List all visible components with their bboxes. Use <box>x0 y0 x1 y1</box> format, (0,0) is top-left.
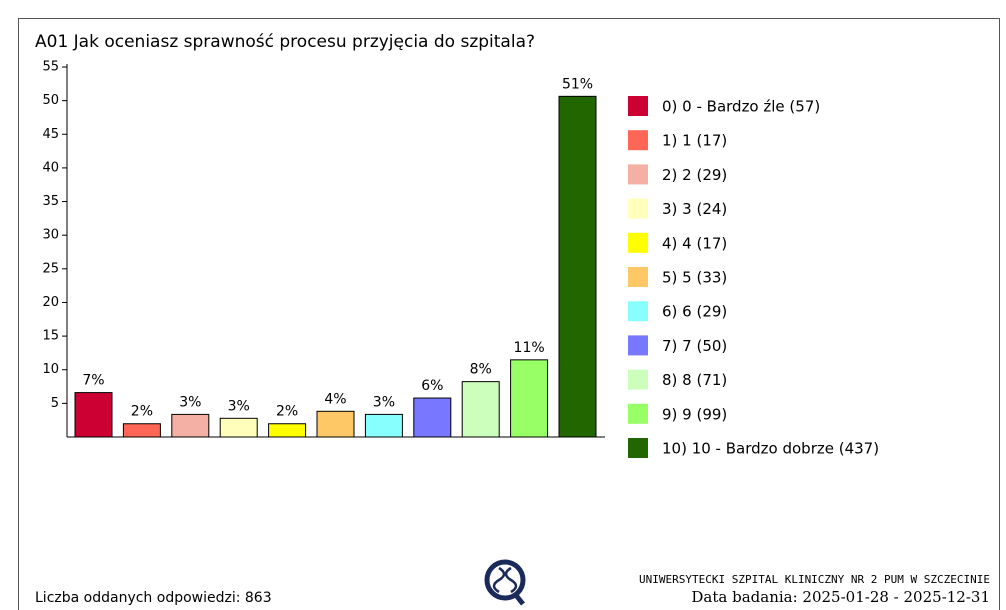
chart-title: A01 Jak oceniasz sprawność procesu przyj… <box>35 32 535 52</box>
legend-swatch <box>628 267 648 287</box>
bar <box>122 423 161 438</box>
legend-swatch <box>628 232 648 253</box>
legend-swatch <box>628 301 648 322</box>
bar <box>364 413 403 438</box>
legend-label: 3) 3 (24) <box>662 200 727 218</box>
value-label: 4% <box>324 391 346 407</box>
y-tick-label: 40 <box>42 160 59 175</box>
legend-label: 9) 9 (99) <box>662 405 727 423</box>
legend-swatch <box>628 96 648 116</box>
date: Data badania: 2025-01-28 - 2025-12-31 <box>691 588 990 606</box>
legend-swatch <box>628 438 648 458</box>
y-tick-label: 5 <box>51 396 59 411</box>
legend-swatch <box>628 198 648 219</box>
y-tick-label: 45 <box>42 127 59 142</box>
y-tick-label: 15 <box>42 329 59 344</box>
responses: Liczba oddanych odpowiedzi: 863 <box>35 590 272 606</box>
value-label: 51% <box>562 76 593 92</box>
value-label: 8% <box>470 362 492 378</box>
value-label: 3% <box>228 398 250 414</box>
bar <box>510 359 549 438</box>
value-label: 3% <box>179 394 201 410</box>
legend-label: 7) 7 (50) <box>662 337 727 355</box>
value-label: 2% <box>131 404 153 420</box>
bar <box>413 397 452 438</box>
value-label: 3% <box>373 394 395 410</box>
bar <box>461 381 500 438</box>
logo <box>484 559 526 606</box>
y-tick-label: 25 <box>42 261 59 276</box>
legend-swatch <box>628 130 648 151</box>
y-tick-label: 30 <box>42 228 59 243</box>
value-label: 2% <box>276 404 298 420</box>
value-label: 7% <box>82 373 104 389</box>
bar <box>316 410 355 438</box>
bar <box>74 392 113 438</box>
legend-swatch <box>628 164 648 185</box>
value-label: 6% <box>421 378 443 394</box>
legend-label: 4) 4 (17) <box>662 234 727 252</box>
legend-label: 5) 5 (33) <box>662 269 727 287</box>
institution: UNIWERSYTECKI SZPITAL KLINICZNY NR 2 PUM… <box>639 573 990 586</box>
y-tick-label: 55 <box>42 60 59 75</box>
bar <box>171 413 210 438</box>
legend-label: 10) 10 - Bardzo dobrze (437) <box>662 440 879 458</box>
y-tick-label: 50 <box>42 93 59 108</box>
legend-label: 6) 6 (29) <box>662 303 727 321</box>
legend-label: 8) 8 (71) <box>662 371 727 389</box>
legend-swatch <box>628 403 648 424</box>
legend-label: 0) 0 - Bardzo źle (57) <box>662 98 820 116</box>
y-tick-label: 20 <box>42 295 59 310</box>
legend-label: 1) 1 (17) <box>662 132 727 150</box>
y-tick-label: 35 <box>42 194 59 209</box>
legend-swatch <box>628 369 648 390</box>
legend-swatch <box>628 335 648 356</box>
y-tick-label: 10 <box>42 362 59 377</box>
value-label: 11% <box>514 340 545 356</box>
frame <box>18 18 1000 610</box>
bar <box>558 95 597 438</box>
bar <box>268 423 307 438</box>
legend-label: 2) 2 (29) <box>662 166 727 184</box>
bar <box>219 417 258 438</box>
